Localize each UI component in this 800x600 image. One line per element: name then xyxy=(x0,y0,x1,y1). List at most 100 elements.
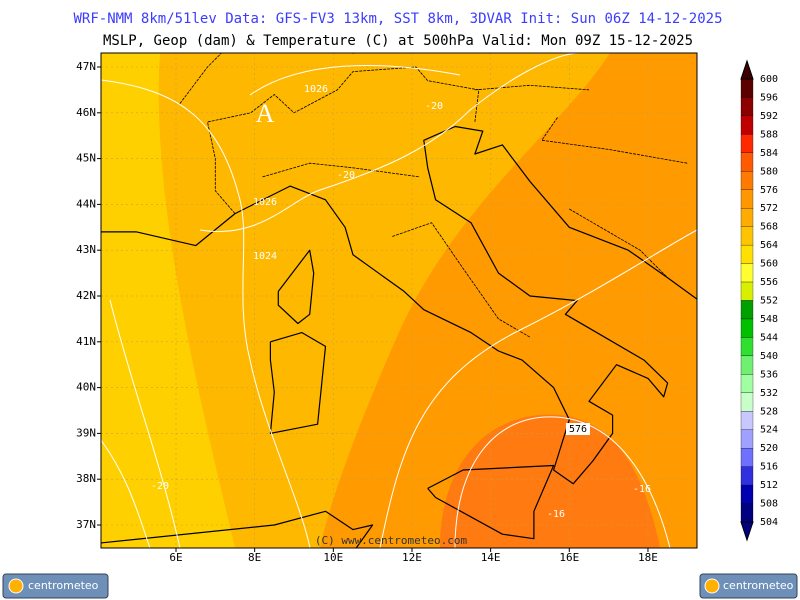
coastline xyxy=(101,510,374,548)
colorbar-label: 576 xyxy=(760,185,778,196)
border xyxy=(179,53,223,104)
colorbar-band xyxy=(740,374,754,393)
colorbar-band xyxy=(740,78,754,98)
colorbar-band xyxy=(740,226,754,246)
colorbar-band xyxy=(740,134,754,153)
colorbar-band xyxy=(740,115,754,135)
colorbar-label: 508 xyxy=(760,499,778,510)
header-line1: WRF-NMM 8km/51lev Data: GFS-FV3 13km, SS… xyxy=(73,11,722,27)
lat-label: 43N xyxy=(76,243,96,256)
high-marker: A xyxy=(256,99,275,128)
logo-right: centrometeo xyxy=(699,573,798,599)
colorbar-band xyxy=(740,281,754,301)
lat-label: 47N xyxy=(76,60,96,73)
coastline xyxy=(269,332,327,434)
header-line2: MSLP, Geop (dam) & Temperature (C) at 50… xyxy=(103,33,693,49)
colorbar-label: 504 xyxy=(760,517,778,528)
lat-label: 44N xyxy=(76,197,96,210)
colorbar-band xyxy=(740,392,754,412)
colorbar-band xyxy=(740,300,754,320)
contour-label: 576 xyxy=(569,424,587,435)
colorbar-band xyxy=(740,171,754,190)
colorbar-band xyxy=(740,429,754,449)
colorbar-label: 520 xyxy=(760,443,778,454)
colorbar-band xyxy=(740,318,754,338)
colorbar-label: 588 xyxy=(760,129,778,140)
colorbar-band xyxy=(740,337,754,357)
colorbar-label: 512 xyxy=(760,480,778,491)
colorbar-label: 592 xyxy=(760,111,778,122)
contour-label: 1024 xyxy=(253,251,277,262)
colorbar-label: 572 xyxy=(760,203,778,214)
border xyxy=(569,208,668,278)
lon-label: 10E xyxy=(323,551,343,564)
contour-label: 1026 xyxy=(253,197,277,208)
lat-label: 42N xyxy=(76,289,96,302)
colorbar-band xyxy=(740,466,754,486)
lat-label: 37N xyxy=(76,518,96,531)
colorbar-band xyxy=(740,208,754,227)
colorbar-band xyxy=(740,503,754,523)
colorbar-label: 552 xyxy=(760,296,778,307)
colorbar-label: 556 xyxy=(760,277,778,288)
colorbar-band xyxy=(740,484,754,504)
lat-label: 38N xyxy=(76,472,96,485)
contour-label: -16 xyxy=(547,509,565,520)
colorbar-label: 568 xyxy=(760,222,778,233)
colorbar-band xyxy=(740,355,754,375)
colorbar-label: 544 xyxy=(760,332,778,343)
colorbar-label: 540 xyxy=(760,351,778,362)
lat-label: 41N xyxy=(76,335,96,348)
map xyxy=(101,53,697,548)
lon-label: 12E xyxy=(402,551,422,564)
logo-left: centrometeo xyxy=(2,573,109,599)
border xyxy=(207,66,480,214)
colorbar-label: 548 xyxy=(760,314,778,325)
colorbar-band xyxy=(740,263,754,283)
coastline xyxy=(277,249,315,325)
lon-label: 6E xyxy=(169,551,182,564)
lon-label: 16E xyxy=(559,551,579,564)
contour-label: 1026 xyxy=(304,84,328,95)
lon-label: 18E xyxy=(638,551,658,564)
colorbar-label: 560 xyxy=(760,259,778,270)
colorbar-label: 532 xyxy=(760,388,778,399)
colorbar-label: 584 xyxy=(760,148,778,159)
contour-label: -20 xyxy=(337,170,355,181)
lat-label: 39N xyxy=(76,426,96,439)
colorbar-band xyxy=(740,411,754,430)
colorbar-label: 600 xyxy=(760,74,778,85)
coastline xyxy=(101,125,697,485)
lat-label: 46N xyxy=(76,106,96,119)
logo-text: centrometeo xyxy=(28,579,99,592)
contour-label: -20 xyxy=(425,101,443,112)
lon-label: 14E xyxy=(481,551,501,564)
colorbar-label: 528 xyxy=(760,406,778,417)
colorbar-label: 516 xyxy=(760,462,778,473)
colorbar-cap xyxy=(740,59,754,80)
colorbar: 600 596 592 588 584 580 576 572 568 564 560 556 552 5… xyxy=(740,59,778,542)
colorbar-band xyxy=(740,189,754,209)
colorbar-band xyxy=(740,152,754,172)
contour-label: -16 xyxy=(633,484,651,495)
lat-label: 40N xyxy=(76,381,96,394)
colorbar-label: 596 xyxy=(760,92,778,103)
colorbar-band xyxy=(740,448,754,467)
colorbar-cap xyxy=(740,521,754,542)
colorbar-label: 580 xyxy=(760,166,778,177)
map-frame xyxy=(100,52,698,549)
colorbar-label: 524 xyxy=(760,425,778,436)
colorbar-label: 536 xyxy=(760,369,778,380)
coastline xyxy=(427,464,555,540)
border xyxy=(262,162,420,178)
colorbar-band xyxy=(740,244,754,264)
logo-text: centrometeo xyxy=(723,579,794,592)
copyright: (C) www.centrometeo.com xyxy=(315,534,468,547)
contour-label: -20 xyxy=(151,481,169,492)
lon-label: 8E xyxy=(248,551,261,564)
border xyxy=(474,84,590,91)
lat-label: 45N xyxy=(76,152,96,165)
colorbar-band xyxy=(740,97,754,117)
border xyxy=(541,117,688,164)
